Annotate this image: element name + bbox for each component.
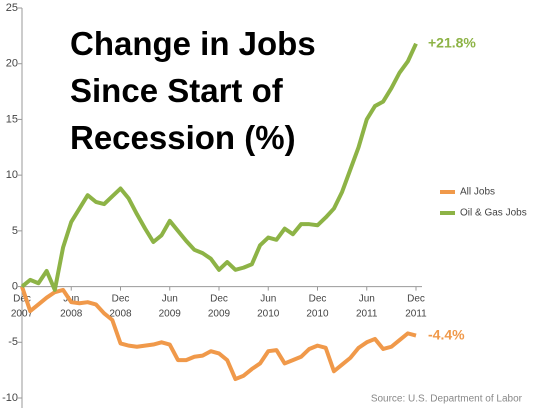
y-tick-label: 10 <box>6 169 18 181</box>
line-series <box>20 285 417 382</box>
y-tick-label: -10 <box>2 392 18 404</box>
line-series <box>20 42 418 292</box>
chart-title: Change in Jobs Since Start of Recession … <box>70 25 316 156</box>
y-tick-label: -5 <box>8 336 18 348</box>
x-tick-label: Dec 2011 <box>405 293 427 319</box>
end-label: -4.4% <box>428 326 465 342</box>
source: Source: U.S. Department of Labor <box>371 394 523 405</box>
y-tick-label: 0 <box>12 280 18 292</box>
y-tick-label: 25 <box>6 2 18 14</box>
x-tick-label: Dec 2007 <box>11 293 34 319</box>
x-tick-label: Jun 2009 <box>159 293 182 319</box>
x-tick-label: Dec 2009 <box>208 293 231 319</box>
y-tick-label: 20 <box>6 58 18 70</box>
end-label: +21.8% <box>428 34 476 50</box>
legend-label: Oil & Gas Jobs <box>460 208 527 219</box>
x-tick-label: Jun 2011 <box>356 293 378 319</box>
y-tick-label: 15 <box>6 113 18 125</box>
legend-label: All Jobs <box>460 187 495 198</box>
x-tick-label: Jun 2008 <box>60 293 83 319</box>
x-tick-label: Jun 2010 <box>257 293 280 319</box>
y-tick-label: 5 <box>12 225 18 237</box>
x-tick-label: Dec 2010 <box>306 293 329 319</box>
x-tick-label: Dec 2008 <box>109 293 132 319</box>
